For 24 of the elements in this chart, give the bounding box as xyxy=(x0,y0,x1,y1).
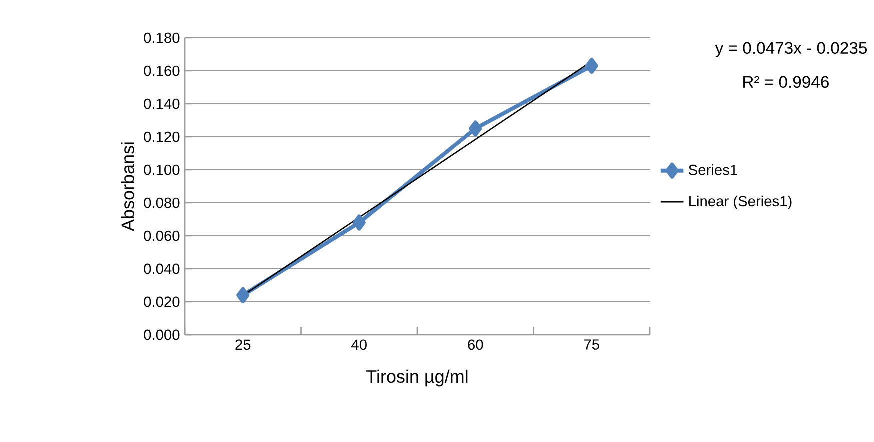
x-axis-title: Tirosin µg/ml xyxy=(366,370,468,387)
y-tick-label: 0.180 xyxy=(144,32,180,44)
y-tick-label: 0.000 xyxy=(144,330,180,340)
y-axis-title: Absorbansi xyxy=(121,142,134,232)
x-tick-label: 25 xyxy=(236,340,251,350)
legend-label: Series1 xyxy=(689,164,738,176)
legend-label: Linear (Series1) xyxy=(690,196,792,210)
x-tick-label: 40 xyxy=(352,340,367,350)
text: y = 0.0473x - 0.0235 xyxy=(715,42,868,58)
y-tick-label: 0.100 xyxy=(144,164,180,176)
y-tick-label: 0.040 xyxy=(144,264,180,274)
y-tick-label: 0.080 xyxy=(144,198,180,208)
y-tick-label: 0.060 xyxy=(144,230,180,242)
y-tick-label: 0.120 xyxy=(144,132,180,142)
point xyxy=(585,58,598,74)
x-tick-label: 60 xyxy=(468,340,484,350)
point xyxy=(236,287,250,304)
point xyxy=(352,214,366,231)
text: R² = 0.9946 xyxy=(744,76,829,88)
y-tick-label: 0.160 xyxy=(144,66,180,76)
point xyxy=(469,120,482,137)
x-tick-label: 75 xyxy=(584,340,600,350)
y-tick-label: 0.140 xyxy=(144,98,180,110)
y-tick-label: 0.020 xyxy=(144,296,180,308)
